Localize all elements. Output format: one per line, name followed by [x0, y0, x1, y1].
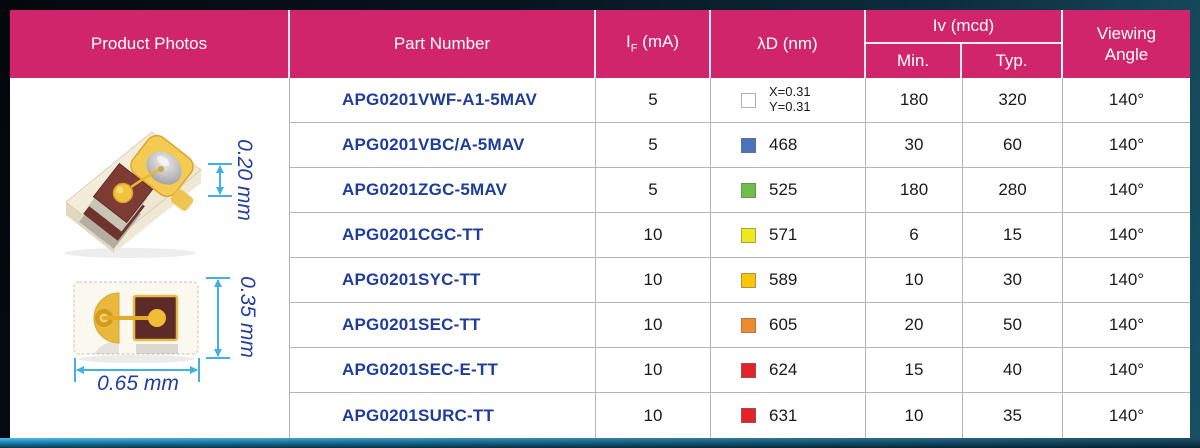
viewing-angle-cell: 140° — [1108, 270, 1145, 289]
viewing-angle-cell: 140° — [1108, 405, 1145, 425]
viewing-angle-cell: 140° — [1108, 315, 1145, 334]
table-rows: APG0201VWF-A1-5MAV 5 X=0.31 Y=0.31 180 32… — [290, 78, 1190, 438]
table-row: APG0201CGC-TT 10 571 6 15 140° — [290, 213, 1190, 258]
part-number-cell: APG0201SEC-TT — [290, 303, 596, 347]
iv-min-cell: 10 — [866, 393, 963, 438]
led-photo-top-view — [73, 281, 199, 363]
color-chip — [741, 92, 756, 108]
col-header-viewing-angle: Viewing Angle — [1063, 10, 1190, 78]
if-cell: 5 — [596, 78, 711, 122]
color-chip — [741, 408, 756, 423]
col-header-product-photos: Product Photos — [10, 10, 290, 78]
if-cell: 10 — [596, 303, 711, 347]
color-chip — [741, 227, 756, 243]
lambda-cell: 624 — [711, 348, 866, 392]
col-header-iv-group: Iv (mcd) Min. Typ. — [866, 10, 1063, 78]
if-cell: 10 — [596, 213, 711, 257]
iv-min-cell: 15 — [866, 348, 963, 392]
iv-typ-cell: 40 — [963, 348, 1063, 392]
color-chip — [741, 137, 756, 153]
col-header-iv-min: Min. — [866, 44, 963, 78]
part-number-cell: APG0201SYC-TT — [290, 258, 596, 302]
col-header-if-ma: IF (mA) — [596, 10, 711, 78]
iv-typ-cell: 280 — [963, 168, 1063, 212]
lambda-cell: X=0.31 Y=0.31 — [711, 78, 866, 122]
iv-typ-cell: 60 — [963, 123, 1063, 167]
col-header-lambda: λD (nm) — [711, 10, 866, 78]
product-photos-cell: 0.20 mm — [10, 78, 290, 438]
iv-min-cell: 20 — [866, 303, 963, 347]
table-row: APG0201SURC-TT 10 631 10 35 140° — [290, 393, 1190, 438]
table-row: APG0201VWF-A1-5MAV 5 X=0.31 Y=0.31 180 32… — [290, 78, 1190, 123]
dim-arrow-side-height — [208, 163, 232, 197]
viewing-angle-cell: 140° — [1108, 225, 1145, 244]
dim-arrow-top-height — [206, 277, 230, 359]
lambda-cell: 605 — [711, 303, 866, 347]
iv-typ-cell: 35 — [963, 393, 1063, 438]
iv-typ-cell: 30 — [963, 258, 1063, 302]
color-chip — [741, 362, 756, 378]
table-row: APG0201SEC-E-TT 10 624 15 40 140° — [290, 348, 1190, 393]
viewing-angle-cell: 140° — [1108, 90, 1145, 109]
bottom-accent-band — [0, 438, 1200, 448]
if-cell: 10 — [596, 393, 711, 438]
dim-label-top-width: 0.65 mm — [97, 372, 179, 395]
viewing-angle-cell: 140° — [1108, 135, 1145, 154]
iv-min-cell: 30 — [866, 123, 963, 167]
part-number-cell: APG0201CGC-TT — [290, 213, 596, 257]
col-header-iv-typ: Typ. — [962, 44, 1061, 78]
lambda-cell: 571 — [711, 213, 866, 257]
iv-typ-cell: 50 — [963, 303, 1063, 347]
part-number-cell: APG0201SURC-TT — [290, 393, 596, 438]
part-number-cell: APG0201VBC/A-5MAV — [290, 123, 596, 167]
dim-arrow-top-width — [74, 358, 200, 382]
col-header-iv-mcd: Iv (mcd) — [866, 10, 1061, 44]
if-cell: 5 — [596, 168, 711, 212]
viewing-angle-cell: 140° — [1108, 180, 1145, 199]
color-chip — [741, 182, 756, 198]
col-header-part-number: Part Number — [290, 10, 596, 78]
if-cell: 10 — [596, 348, 711, 392]
lambda-cell: 525 — [711, 168, 866, 212]
if-cell: 5 — [596, 123, 711, 167]
iv-min-cell: 6 — [866, 213, 963, 257]
iv-typ-cell: 320 — [963, 78, 1063, 122]
lambda-cell: 631 — [711, 393, 866, 438]
table-header: Product Photos Part Number IF (mA) λD (n… — [10, 10, 1190, 78]
color-chip — [741, 317, 756, 333]
dim-label-top-height: 0.35 mm — [236, 276, 259, 358]
iv-min-cell: 180 — [866, 78, 963, 122]
table-row: APG0201ZGC-5MAV 5 525 180 280 140° — [290, 168, 1190, 213]
part-number-cell: APG0201ZGC-5MAV — [290, 168, 596, 212]
table-row: APG0201VBC/A-5MAV 5 468 30 60 140° — [290, 123, 1190, 168]
part-number-cell: APG0201VWF-A1-5MAV — [290, 78, 596, 122]
lambda-cell: 589 — [711, 258, 866, 302]
spec-table: Product Photos Part Number IF (mA) λD (n… — [10, 10, 1190, 438]
part-number-cell: APG0201SEC-E-TT — [290, 348, 596, 392]
dim-label-side-height: 0.20 mm — [233, 139, 256, 221]
led-photo-isometric — [64, 131, 202, 258]
table-row: APG0201SYC-TT 10 589 10 30 140° — [290, 258, 1190, 303]
iv-typ-cell: 15 — [963, 213, 1063, 257]
if-cell: 10 — [596, 258, 711, 302]
table-row: APG0201SEC-TT 10 605 20 50 140° — [290, 303, 1190, 348]
lambda-cell: 468 — [711, 123, 866, 167]
iv-min-cell: 180 — [866, 168, 963, 212]
viewing-angle-cell: 140° — [1108, 360, 1145, 379]
color-chip — [741, 272, 756, 288]
iv-min-cell: 10 — [866, 258, 963, 302]
